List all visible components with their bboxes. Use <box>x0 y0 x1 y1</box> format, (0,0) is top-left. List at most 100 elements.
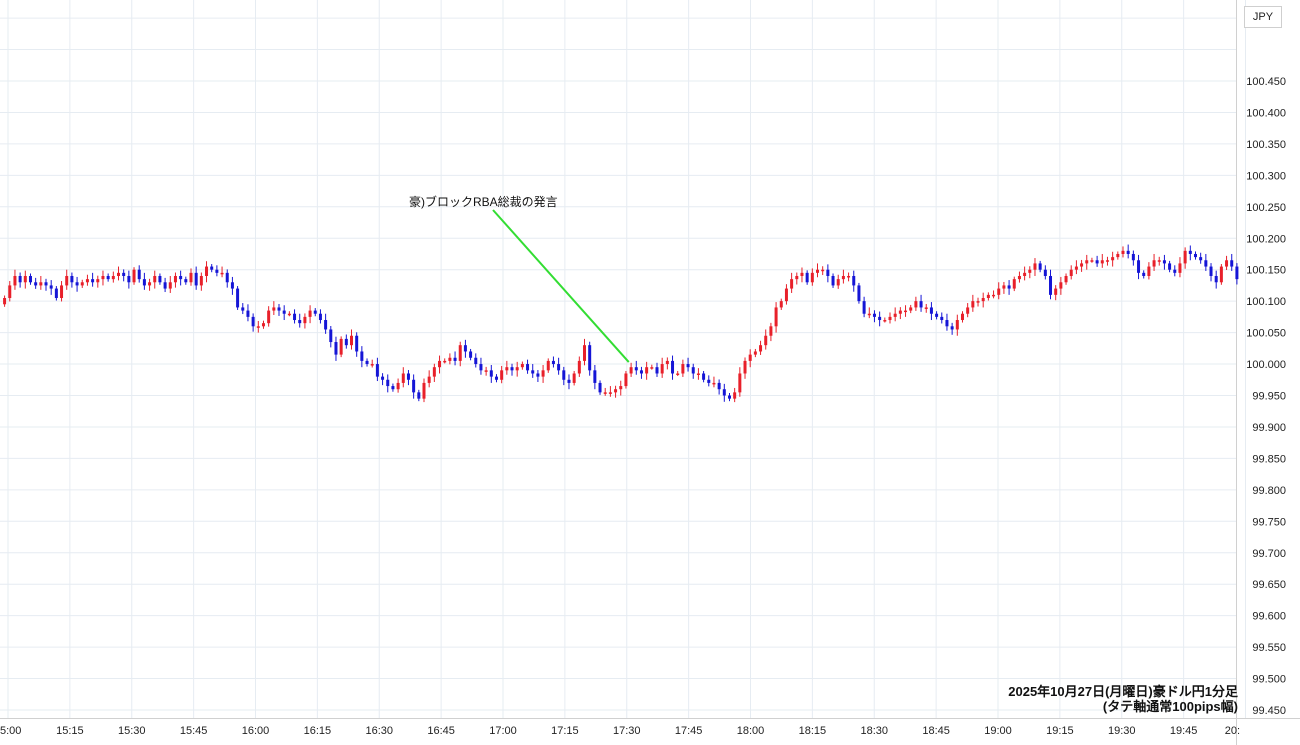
candle-body <box>831 275 835 286</box>
candle-body <box>168 282 172 289</box>
candle-body <box>1157 260 1161 262</box>
candle-body <box>1028 269 1032 273</box>
candle-body <box>406 373 410 380</box>
y-tick-label: 100.200 <box>1246 233 1286 245</box>
candle-body <box>1116 253 1120 258</box>
candle-body <box>1142 272 1146 276</box>
candle-body <box>277 307 281 311</box>
candle-body <box>712 382 716 385</box>
candle-body <box>1054 288 1058 295</box>
candle-body <box>1002 285 1006 289</box>
candle-body <box>303 316 307 324</box>
x-tick-label: 18:30 <box>860 725 888 737</box>
candle-body <box>1235 266 1239 280</box>
candle-body <box>49 285 53 289</box>
candle-body <box>992 294 996 297</box>
y-tick-label: 100.300 <box>1246 170 1286 182</box>
y-tick-label: 100.450 <box>1246 76 1286 88</box>
candle-body <box>458 345 462 361</box>
candle-body <box>334 342 338 355</box>
candle-body <box>44 282 48 286</box>
candle-body <box>878 316 882 321</box>
candle-body <box>904 310 908 313</box>
currency-label[interactable]: JPY <box>1244 6 1282 28</box>
candle-body <box>313 310 317 314</box>
candle-body <box>583 345 587 361</box>
y-tick-label: 99.600 <box>1252 611 1286 623</box>
candle-body <box>339 338 343 355</box>
candle-body <box>1147 266 1151 276</box>
candle-body <box>836 279 840 286</box>
candle-body <box>971 301 975 308</box>
candle-body <box>702 373 706 380</box>
candle-body <box>401 373 405 383</box>
x-tick-label: 17:30 <box>613 725 641 737</box>
candle-body <box>91 279 95 283</box>
candle-body <box>1204 260 1208 267</box>
candle-body <box>681 364 685 374</box>
x-tick-label: 19:15 <box>1046 725 1074 737</box>
candle-body <box>945 320 949 327</box>
candle-body <box>13 275 17 286</box>
candle-body <box>194 272 198 286</box>
candle-body <box>810 272 814 283</box>
candle-body <box>344 338 348 346</box>
candle-body <box>593 370 597 383</box>
candle-body <box>914 301 918 308</box>
candle-body <box>1188 250 1192 254</box>
candle-body <box>443 360 447 363</box>
candle-body <box>805 272 809 283</box>
candle-body <box>919 301 923 308</box>
y-tick-label: 99.500 <box>1252 674 1286 686</box>
candle-body <box>469 351 473 358</box>
candle-body <box>23 275 27 283</box>
candle-body <box>888 316 892 321</box>
candle-body <box>898 310 902 314</box>
candle-body <box>101 275 105 280</box>
x-tick-label: 19:00 <box>984 725 1012 737</box>
candle-body <box>536 373 540 377</box>
candle-body <box>1193 253 1197 258</box>
candle-body <box>753 351 757 355</box>
candle-body <box>1049 275 1053 295</box>
candle-body <box>381 376 385 380</box>
candle-body <box>1183 250 1187 264</box>
candle-body <box>453 357 457 361</box>
candle-body <box>251 316 255 327</box>
candle-body <box>1173 269 1177 273</box>
candle-body <box>727 395 731 399</box>
candle-body <box>779 301 783 308</box>
candle-body <box>350 335 354 346</box>
candle-body <box>324 320 328 330</box>
candle-body <box>272 307 276 311</box>
candle-body <box>432 367 436 377</box>
candle-body <box>18 275 22 283</box>
candle-body <box>634 367 638 371</box>
candle-body <box>1219 266 1223 283</box>
candle-body <box>230 282 234 289</box>
candle-body <box>163 282 167 289</box>
candle-body <box>412 379 416 393</box>
candle-body <box>981 298 985 302</box>
x-tick-label: 17:00 <box>489 725 517 737</box>
candle-body <box>883 320 887 322</box>
candle-body <box>80 282 84 286</box>
candle-body <box>660 364 664 374</box>
candle-body <box>96 279 100 283</box>
candle-body <box>665 360 669 365</box>
candle-body <box>142 279 146 286</box>
chart-caption: 2025年10月27日(月曜日)豪ドル円1分足 (タテ軸通常100pips幅) <box>1008 684 1238 714</box>
x-tick-label: 5:00 <box>0 725 21 737</box>
candle-body <box>205 266 209 276</box>
y-tick-label: 100.400 <box>1246 107 1286 119</box>
candle-body <box>935 313 939 317</box>
candle-body <box>546 360 550 371</box>
candle-body <box>282 310 286 314</box>
candle-body <box>707 379 711 383</box>
candle-body <box>1033 263 1037 270</box>
y-tick-label: 99.800 <box>1252 485 1286 497</box>
y-tick-label: 99.900 <box>1252 422 1286 434</box>
y-tick-label: 100.050 <box>1246 328 1286 340</box>
candle-body <box>567 379 571 383</box>
